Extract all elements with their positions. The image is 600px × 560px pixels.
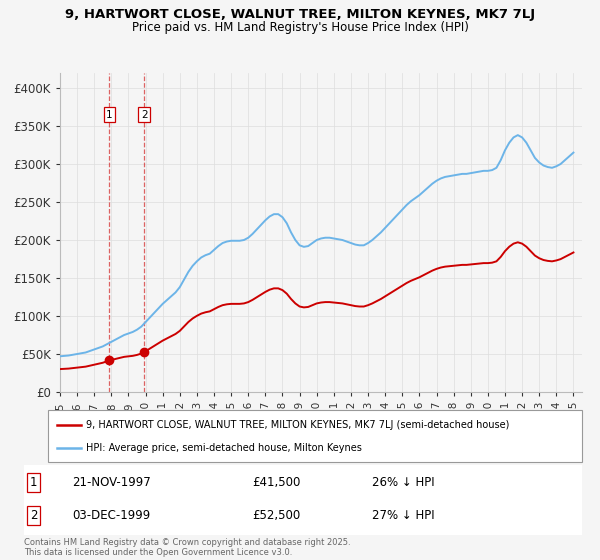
Text: 21-NOV-1997: 21-NOV-1997 — [72, 476, 151, 489]
Text: £52,500: £52,500 — [252, 508, 300, 522]
Text: 1: 1 — [30, 476, 37, 489]
Text: 9, HARTWORT CLOSE, WALNUT TREE, MILTON KEYNES, MK7 7LJ (semi-detached house): 9, HARTWORT CLOSE, WALNUT TREE, MILTON K… — [86, 420, 509, 430]
Text: 27% ↓ HPI: 27% ↓ HPI — [372, 508, 434, 522]
Text: 26% ↓ HPI: 26% ↓ HPI — [372, 476, 434, 489]
Text: 1: 1 — [106, 110, 113, 120]
Text: Contains HM Land Registry data © Crown copyright and database right 2025.
This d: Contains HM Land Registry data © Crown c… — [24, 538, 350, 557]
Text: HPI: Average price, semi-detached house, Milton Keynes: HPI: Average price, semi-detached house,… — [86, 442, 362, 452]
Text: 03-DEC-1999: 03-DEC-1999 — [72, 508, 150, 522]
Text: Price paid vs. HM Land Registry's House Price Index (HPI): Price paid vs. HM Land Registry's House … — [131, 21, 469, 34]
Text: 2: 2 — [30, 508, 37, 522]
Text: 2: 2 — [141, 110, 148, 120]
Text: 9, HARTWORT CLOSE, WALNUT TREE, MILTON KEYNES, MK7 7LJ: 9, HARTWORT CLOSE, WALNUT TREE, MILTON K… — [65, 8, 535, 21]
Text: £41,500: £41,500 — [252, 476, 301, 489]
